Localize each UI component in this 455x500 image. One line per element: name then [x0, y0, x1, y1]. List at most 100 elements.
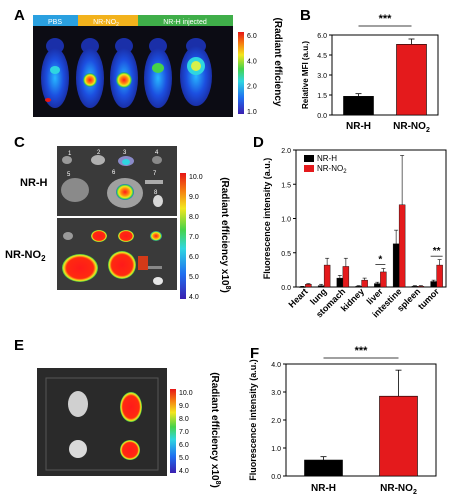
y-tick-label: 1.0 — [271, 446, 281, 453]
svg-text:7: 7 — [153, 171, 157, 177]
y-axis-label: Relative MFI (a.u.) — [301, 41, 310, 109]
colorbar-tick-label: 4.0 — [247, 58, 257, 65]
tag-nr-h-injected — [138, 15, 233, 26]
x-tick-label: tumor — [416, 286, 441, 311]
y-tick-label: 0.0 — [271, 474, 281, 481]
colorbar-tick-label: 10.0 — [189, 174, 203, 181]
svg-text:6: 6 — [112, 170, 116, 176]
bar-liver-1 — [380, 271, 387, 288]
y-axis-label: Fluorescence intensity (a.u.) — [262, 158, 272, 280]
y-tick-label: 0.0 — [317, 113, 327, 120]
significance-mark: * — [378, 254, 382, 265]
y-tick-label: 3.0 — [317, 73, 327, 80]
bar-heart-1 — [305, 284, 312, 288]
panel-letter-a: A — [14, 7, 25, 24]
panel-d: D 0.0 0.5 1.0 1.5 2.0 Fluorescence intensity … — [253, 134, 447, 320]
colorbar-a-label: (Radiant efficiency — [272, 18, 283, 107]
panel-letter-c: C — [14, 134, 25, 151]
svg-text:1: 1 — [68, 151, 72, 157]
colorbar-tick-label: 5.0 — [189, 274, 199, 281]
bar-kidney-1 — [361, 279, 368, 288]
legend-swatch-nr-h — [304, 155, 314, 162]
y-tick-label: 0.0 — [281, 285, 291, 292]
mouse-nr-h-1 — [144, 38, 172, 108]
mouse-nr-no2-2 — [110, 38, 138, 108]
y-tick-label: 0.5 — [281, 251, 291, 258]
tag-pbs — [33, 15, 78, 26]
panel-c: C 1 2 3 4 5 6 7 8 — [5, 134, 231, 301]
colorbar-tick-label: 7.0 — [179, 429, 189, 436]
colorbar-a — [238, 32, 244, 114]
colorbar-a-ticks: 6.0 4.0 2.0 1.0 — [247, 33, 257, 116]
svg-text:4: 4 — [155, 150, 159, 156]
colorbar-tick-label: 8.0 — [179, 416, 189, 423]
tag-nr-no2 — [78, 15, 138, 26]
organs-nr-h: 1 2 3 4 5 6 7 8 — [61, 150, 163, 208]
colorbar-tick-label: 4.0 — [189, 294, 199, 301]
chart-b: 0.0 1.5 3.0 4.5 6.0 Relative MFI (a.u.) NR-H NR… — [301, 13, 439, 134]
bar-stomach-1 — [342, 266, 350, 288]
colorbar-tick-label: 4.0 — [179, 468, 189, 475]
y-axis-label: Fluorescence intensity (a.u.) — [248, 359, 258, 481]
colorbar-e-label: (Radiant efficiency x108) — [209, 372, 221, 488]
colorbar-tick-label: 1.0 — [247, 109, 257, 116]
colorbar-c — [180, 173, 186, 299]
y-tick-label: 4.5 — [317, 53, 327, 60]
bar-nr-no2 — [396, 44, 427, 116]
tumor-image — [37, 368, 167, 476]
y-tick-label: 2.0 — [271, 418, 281, 425]
panel-b: B 0.0 1.5 3.0 4.5 6.0 Relative MFI (a.u.) NR-H… — [300, 7, 439, 134]
tumor-nr-h-1 — [68, 391, 88, 417]
x-tick-label: NR-H — [346, 121, 371, 132]
svg-text:2: 2 — [97, 150, 101, 156]
colorbar-tick-label: 7.0 — [189, 234, 199, 241]
colorbar-c-label: (Radiant efficiency x108) — [219, 177, 231, 293]
panel-f: F 0.0 1.0 2.0 3.0 4.0 Fluorescence intensity … — [248, 345, 437, 496]
tag-nr-no2-label: NR-NO2 — [93, 19, 119, 28]
chart-d: 0.0 0.5 1.0 1.5 2.0 Fluorescence intensity (a… — [262, 148, 447, 320]
bar-lung-1 — [323, 264, 331, 288]
colorbar-e — [170, 389, 176, 473]
mouse-pbs — [41, 38, 69, 108]
bar-intestine-1 — [398, 204, 406, 288]
significance-mark: *** — [379, 13, 393, 25]
row-label-nr-h: NR-H — [20, 177, 48, 189]
bar-stomach-0 — [336, 277, 344, 288]
y-tick-label: 3.0 — [271, 390, 281, 397]
y-tick-label: 1.0 — [281, 217, 291, 224]
y-tick-label: 1.5 — [281, 182, 291, 189]
legend-swatch-nr-no2 — [304, 165, 314, 172]
colorbar-e-ticks: 10.0 9.0 8.0 7.0 6.0 5.0 4.0 — [179, 390, 193, 475]
tag-nr-h-label: NR-H injected — [163, 19, 207, 26]
panel-letter-d: D — [253, 134, 264, 151]
legend-label-nr-h: NR-H — [317, 154, 337, 163]
tag-pbs-label: PBS — [48, 19, 62, 26]
significance-mark: ** — [433, 246, 441, 257]
y-tick-label: 4.0 — [271, 362, 281, 369]
mouse-nr-no2-1 — [76, 38, 104, 108]
bar-nr-no2 — [379, 395, 418, 477]
colorbar-tick-label: 9.0 — [189, 194, 199, 201]
colorbar-tick-label: 6.0 — [189, 254, 199, 261]
colorbar-tick-label: 5.0 — [179, 455, 189, 462]
x-tick-label: NR-NO2 — [393, 121, 430, 134]
svg-text:5: 5 — [67, 172, 71, 178]
significance-mark: *** — [355, 345, 369, 357]
tumor-nr-no2-1 — [120, 392, 142, 422]
row-label-nr-no2: NR-NO2 — [5, 249, 46, 263]
colorbar-tick-label: 2.0 — [247, 84, 257, 91]
colorbar-tick-label: 8.0 — [189, 214, 199, 221]
tumor-nr-h-2 — [69, 440, 87, 458]
bar-spleen-1 — [417, 286, 425, 288]
colorbar-c-ticks: 10.0 9.0 8.0 7.0 6.0 5.0 4.0 — [189, 174, 203, 301]
svg-text:8: 8 — [154, 190, 158, 196]
bar-intestine-0 — [392, 243, 400, 288]
panel-a: A PBS NR-NO2 NR-H injected — [14, 7, 283, 117]
y-tick-label: 6.0 — [317, 33, 327, 40]
colorbar-tick-label: 6.0 — [247, 33, 257, 40]
x-tick-label: NR-NO2 — [380, 483, 417, 496]
svg-text:3: 3 — [123, 150, 127, 156]
organs-nr-no2 — [62, 230, 163, 285]
y-tick-label: 2.0 — [281, 148, 291, 155]
mouse-nr-h-2 — [180, 38, 212, 106]
